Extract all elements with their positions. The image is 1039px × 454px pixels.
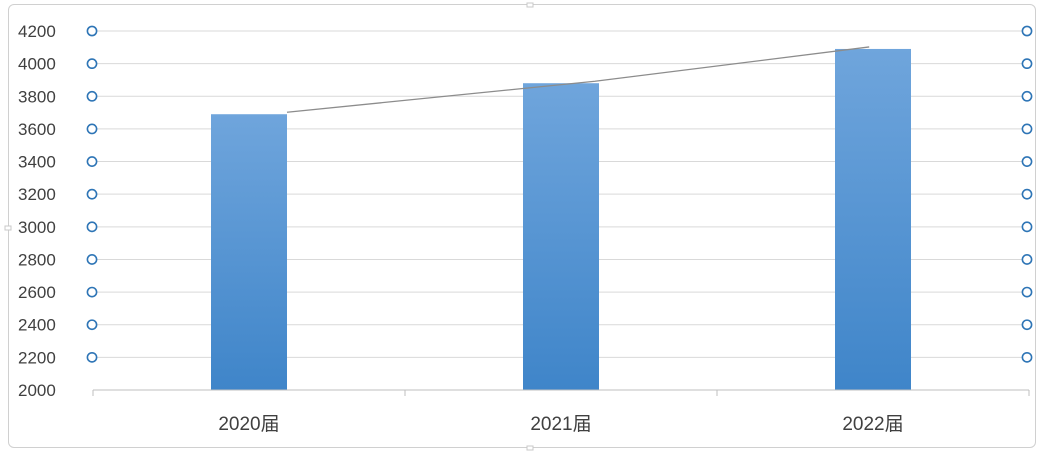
x-category-label: 2022届 xyxy=(842,414,903,435)
markers xyxy=(86,25,1033,363)
right-axis-marker xyxy=(1021,25,1033,37)
y-tick-label: 4200 xyxy=(18,22,56,41)
left-axis-marker xyxy=(86,319,98,331)
trend-line xyxy=(286,46,870,113)
y-tick-label: 3400 xyxy=(18,153,56,172)
y-tick-label: 3200 xyxy=(18,185,56,204)
y-tick-label: 2600 xyxy=(18,283,56,302)
y-tick-label: 3800 xyxy=(18,87,56,106)
y-tick-label: 2800 xyxy=(18,250,56,269)
left-axis-marker xyxy=(86,123,98,135)
left-axis-marker xyxy=(86,254,98,265)
axes xyxy=(92,389,1030,396)
bars xyxy=(211,48,911,391)
selection-handles xyxy=(4,2,534,451)
right-axis-marker xyxy=(1021,123,1033,135)
selection-handle xyxy=(4,225,12,231)
right-axis-marker xyxy=(1021,156,1033,167)
right-axis-marker xyxy=(1021,58,1033,70)
right-axis-marker xyxy=(1021,188,1033,200)
right-axis-marker xyxy=(1021,254,1033,265)
left-axis-marker xyxy=(86,286,98,298)
bar xyxy=(211,114,287,391)
selection-handle xyxy=(526,2,534,8)
trend-line-series xyxy=(286,46,870,113)
bar xyxy=(523,83,599,390)
left-axis-marker xyxy=(86,156,98,167)
y-tick-label: 2400 xyxy=(18,316,56,335)
bar xyxy=(835,48,911,390)
right-axis-marker xyxy=(1021,90,1033,102)
left-axis-marker xyxy=(86,351,98,363)
right-axis-marker xyxy=(1021,351,1033,363)
x-category-label: 2020届 xyxy=(218,414,279,435)
x-category-label: 2021届 xyxy=(530,414,591,435)
left-axis-marker xyxy=(86,221,98,233)
y-tick-label: 4000 xyxy=(18,55,56,74)
right-axis-marker xyxy=(1021,319,1033,331)
right-axis-marker xyxy=(1021,286,1033,298)
left-axis-marker xyxy=(86,25,98,37)
y-tick-label: 2000 xyxy=(18,381,56,400)
y-tick-label: 3600 xyxy=(18,120,56,139)
left-axis-marker xyxy=(86,188,98,200)
left-axis-marker xyxy=(86,58,98,70)
labels: 2000 2200 2400 2600 2800 3000 3200 3400 3600 3800… xyxy=(18,22,904,435)
y-tick-label: 2200 xyxy=(18,348,56,367)
selection-handle xyxy=(526,445,534,451)
left-axis-marker xyxy=(86,90,98,102)
y-tick-label: 3000 xyxy=(18,218,56,237)
right-axis-marker xyxy=(1021,221,1033,233)
